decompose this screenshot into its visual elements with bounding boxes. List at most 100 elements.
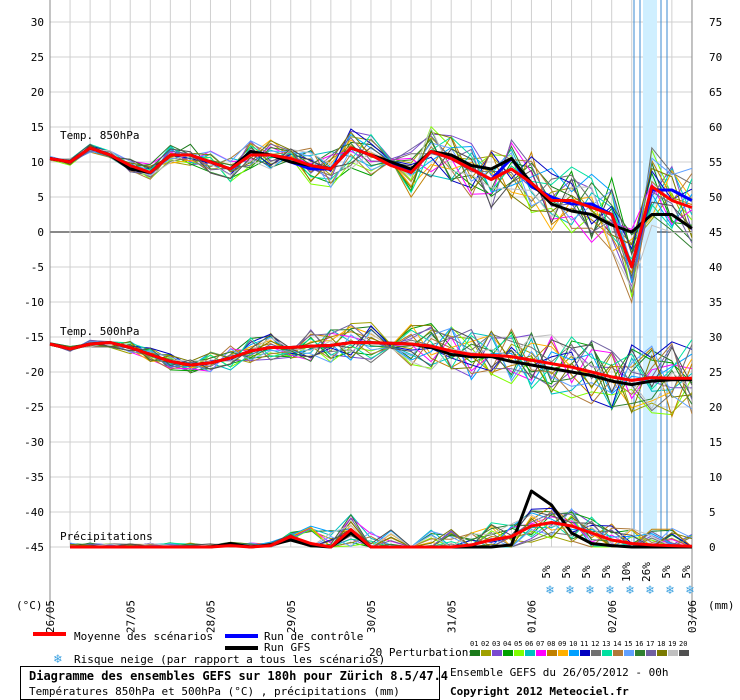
perturbation-line bbox=[49, 127, 692, 290]
perturbation-number: 01 bbox=[470, 640, 479, 648]
perturbation-number: 16 bbox=[635, 640, 644, 648]
perturbation-number: 11 bbox=[580, 640, 589, 648]
perturbation-number: 18 bbox=[657, 640, 666, 648]
mean-850-line bbox=[49, 146, 693, 269]
right-tick-label: 40 bbox=[709, 261, 722, 274]
snow-risk-label: 26% bbox=[640, 562, 653, 582]
perturbation-number: 08 bbox=[547, 640, 556, 648]
snow-risk-label: 10% bbox=[620, 562, 633, 582]
x-tick-label: 03/06 bbox=[686, 600, 699, 633]
perturbation-number: 09 bbox=[558, 640, 567, 648]
perturbation-number: 02 bbox=[481, 640, 490, 648]
perturbation-color bbox=[536, 650, 546, 656]
legend-gfs-swatch bbox=[225, 646, 258, 650]
chart-title: Diagramme des ensembles GEFS sur 180h po… bbox=[29, 669, 449, 683]
perturbation-number: 12 bbox=[591, 640, 600, 648]
perturbation-number: 05 bbox=[514, 640, 523, 648]
x-tick-label: 27/05 bbox=[124, 600, 137, 633]
right-tick-label: 55 bbox=[709, 156, 722, 169]
perturbation-line bbox=[49, 142, 693, 305]
perturbation-line bbox=[49, 141, 693, 244]
snow-risk-label: 5% bbox=[600, 565, 613, 579]
x-tick-label: 28/05 bbox=[205, 600, 218, 633]
snow-risk-label: 5% bbox=[680, 565, 693, 579]
perturbation-line bbox=[49, 328, 693, 414]
legend-control-swatch bbox=[225, 634, 258, 638]
perturbation-line bbox=[49, 143, 693, 256]
legend-control-label: Run de contrôle bbox=[264, 630, 364, 643]
perturbation-color bbox=[525, 650, 535, 656]
perturbation-line bbox=[70, 507, 693, 548]
legend-snow-label: Risque neige (par rapport a tous les scé… bbox=[74, 653, 386, 666]
perturbation-line bbox=[49, 324, 692, 414]
perturbation-color bbox=[624, 650, 634, 656]
perturbation-color bbox=[591, 650, 601, 656]
right-tick-label: 15 bbox=[709, 436, 722, 449]
snowflake-icon: ❄ bbox=[625, 583, 634, 598]
right-tick-label: 45 bbox=[709, 226, 722, 239]
perturbation-line bbox=[49, 138, 693, 249]
right-tick-label: 20 bbox=[709, 401, 722, 414]
left-tick-label: 10 bbox=[31, 156, 44, 169]
perturbation-color bbox=[503, 650, 513, 656]
left-tick-label: 0 bbox=[37, 226, 44, 239]
perturbation-color bbox=[569, 650, 579, 656]
right-tick-label: 75 bbox=[709, 16, 722, 29]
perturbation-number: 07 bbox=[536, 640, 545, 648]
highlight-band bbox=[643, 0, 657, 547]
mean-precip-line bbox=[70, 521, 692, 549]
left-axis-unit: (°C) bbox=[16, 599, 43, 612]
snow-risk-label: 5% bbox=[580, 565, 593, 579]
perturbation-number: 15 bbox=[624, 640, 633, 648]
left-tick-label: -10 bbox=[24, 296, 44, 309]
snowflake-icon: ❄ bbox=[605, 583, 614, 598]
perturbation-color bbox=[558, 650, 568, 656]
right-tick-label: 35 bbox=[709, 296, 722, 309]
snowflake-icon: ❄ bbox=[54, 652, 62, 667]
perturbation-color bbox=[679, 650, 689, 656]
label-850hpa: Temp. 850hPa bbox=[60, 129, 139, 142]
left-tick-label: -20 bbox=[24, 366, 44, 379]
left-tick-label: 25 bbox=[31, 51, 44, 64]
legend-gfs-label: Run GFS bbox=[264, 641, 311, 654]
legend-mean-label: Moyenne des scénarios bbox=[74, 630, 214, 643]
perturbation-line bbox=[49, 328, 693, 394]
perturbation-color bbox=[547, 650, 557, 656]
perturbation-color bbox=[635, 650, 645, 656]
perturbation-number: 17 bbox=[646, 640, 655, 648]
right-axis-unit: (mm) bbox=[708, 599, 735, 612]
snowflake-icon: ❄ bbox=[585, 583, 594, 598]
perturbation-color bbox=[657, 650, 667, 656]
left-tick-label: -5 bbox=[31, 261, 44, 274]
perturbation-color bbox=[481, 650, 491, 656]
legend-perturbations-label: 20 Perturbations bbox=[369, 646, 475, 659]
right-tick-label: 50 bbox=[709, 191, 722, 204]
copyright-label: Copyright 2012 Meteociel.fr bbox=[450, 685, 629, 698]
perturbation-line bbox=[49, 323, 693, 409]
perturbation-color bbox=[580, 650, 590, 656]
perturbation-number: 13 bbox=[602, 640, 611, 648]
right-tick-label: 70 bbox=[709, 51, 722, 64]
left-tick-label: 5 bbox=[37, 191, 44, 204]
perturbation-number: 14 bbox=[613, 640, 622, 648]
left-tick-label: -30 bbox=[24, 436, 44, 449]
left-tick-label: -35 bbox=[24, 471, 44, 484]
perturbation-color bbox=[668, 650, 678, 656]
x-tick-label: 02/06 bbox=[606, 600, 619, 633]
ensemble-label: Ensemble GEFS du 26/05/2012 - 00h bbox=[450, 666, 669, 679]
snowflake-icon: ❄ bbox=[645, 583, 654, 598]
right-tick-label: 0 bbox=[709, 541, 716, 554]
right-tick-label: 60 bbox=[709, 121, 722, 134]
left-tick-label: -45 bbox=[24, 541, 44, 554]
grid bbox=[49, 0, 693, 620]
x-tick-label: 01/06 bbox=[526, 600, 539, 633]
x-tick-label: 30/05 bbox=[365, 600, 378, 633]
right-tick-label: 5 bbox=[709, 506, 716, 519]
right-tick-label: 10 bbox=[709, 471, 722, 484]
snowflake-icon: ❄ bbox=[545, 583, 554, 598]
x-tick-label: 31/05 bbox=[445, 600, 458, 633]
label-precipitations: Précipitations bbox=[60, 530, 153, 543]
perturbation-color bbox=[514, 650, 524, 656]
